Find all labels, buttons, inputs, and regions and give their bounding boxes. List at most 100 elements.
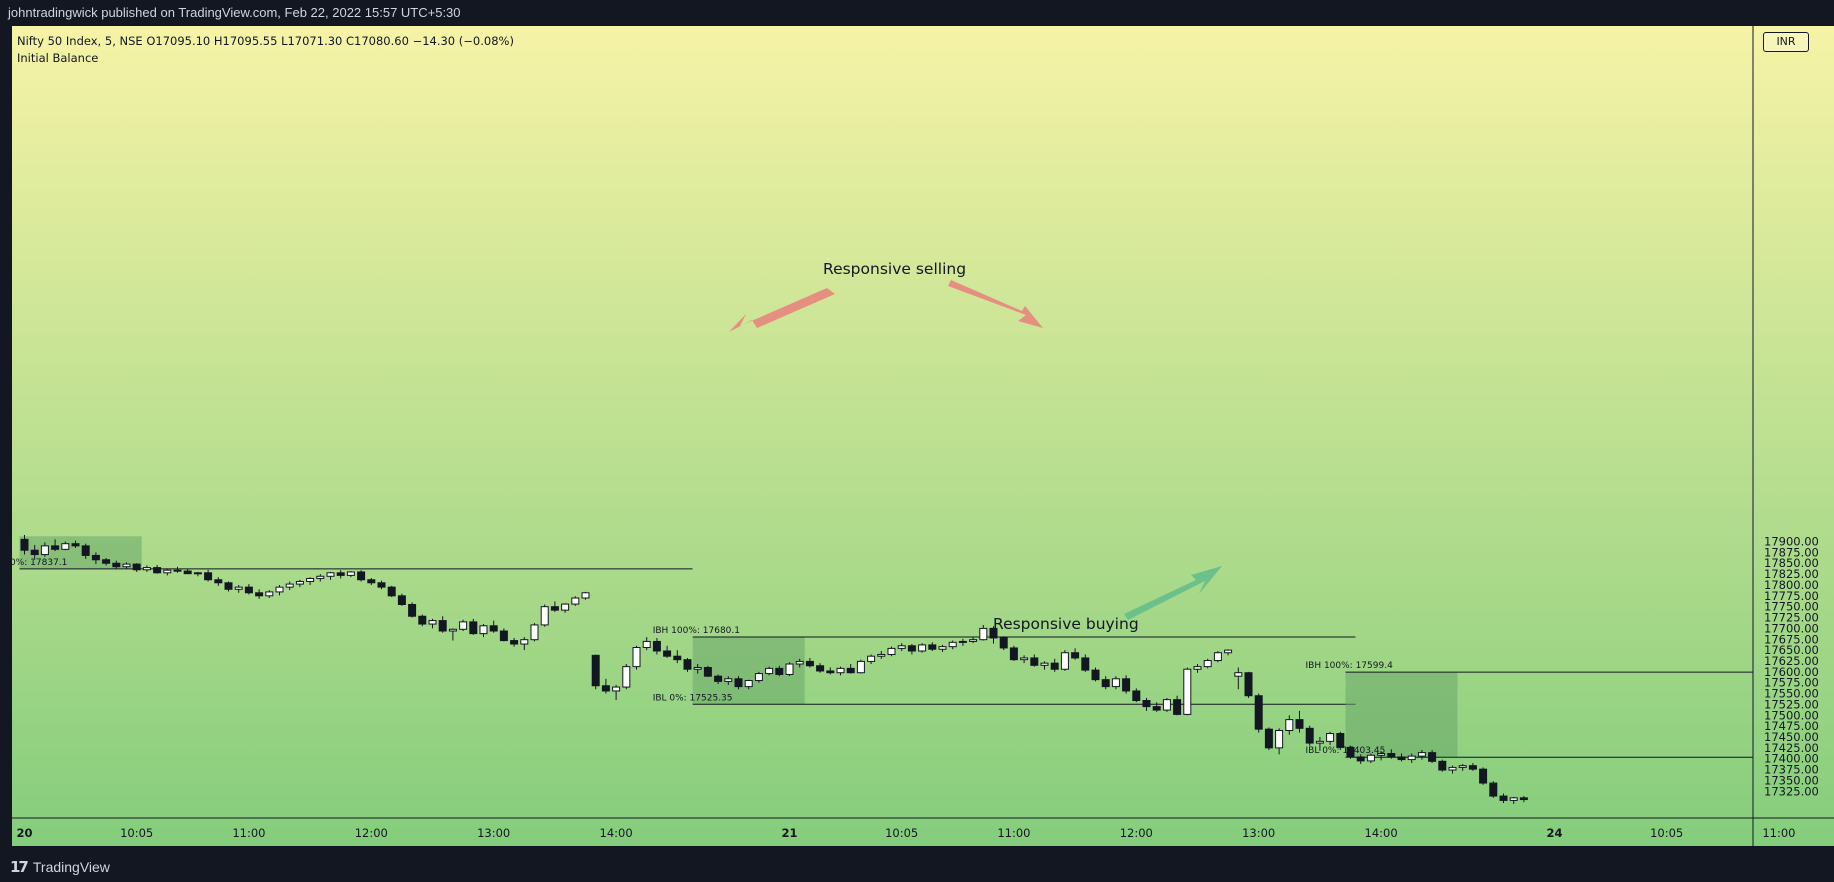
price-tick-label: 17600.00 (1764, 665, 1819, 679)
candle (856, 659, 865, 674)
candle-body (336, 572, 345, 576)
candle (1040, 661, 1049, 670)
candle-body (1438, 760, 1447, 771)
candle (520, 637, 529, 651)
candle (1264, 727, 1273, 751)
candle (1305, 725, 1314, 746)
candle-body (887, 647, 896, 655)
tradingview-logo[interactable]: 17 TradingView (10, 858, 110, 876)
price-tick-label: 17575.00 (1764, 676, 1819, 690)
candle (295, 579, 304, 588)
candle-body (1132, 690, 1141, 702)
candle-body (805, 660, 814, 667)
candle-body (285, 583, 294, 588)
candle-body (1030, 657, 1039, 666)
candle (234, 584, 243, 593)
candle (622, 664, 631, 690)
ibl-label-1: IBL 0%: 17525.35 (653, 693, 733, 703)
candle-body (1244, 672, 1253, 697)
candle (357, 570, 366, 582)
candle (20, 535, 29, 555)
candle-body (856, 660, 865, 674)
candle-body (1081, 657, 1090, 671)
price-tick-label: 17625.00 (1764, 654, 1819, 668)
candle (1468, 763, 1477, 771)
sell-arrow-left (729, 288, 835, 332)
candle-body (1499, 795, 1508, 801)
candle (1315, 737, 1324, 751)
indicator-legend[interactable]: Initial Balance (17, 51, 99, 65)
candle (724, 676, 733, 685)
candle-body (51, 545, 60, 550)
currency-badge[interactable]: INR (1763, 32, 1809, 52)
candle (40, 542, 49, 557)
time-tick-label: 14:00 (1365, 826, 1398, 840)
candle-body (744, 680, 753, 688)
candle (530, 623, 539, 642)
candle (1479, 767, 1488, 785)
candle (673, 650, 682, 664)
time-tick-label: 11:00 (997, 826, 1030, 840)
candle (887, 646, 896, 657)
time-tick-label: 12:00 (1120, 826, 1153, 840)
candle (1244, 671, 1253, 698)
candle-body (71, 543, 80, 547)
candle-body (1111, 678, 1120, 688)
candle (1081, 654, 1090, 672)
time-axis[interactable]: 20 10:05 11:00 12:00 13:00 14:00 21 10:05 11:00 1… (16, 826, 1834, 840)
candle-body (703, 666, 712, 677)
candle-body (1071, 652, 1080, 659)
candle (816, 663, 825, 673)
candle-body (479, 625, 488, 635)
annotations-layer: Responsive selling Responsive buying (729, 260, 1222, 633)
candle (1275, 728, 1284, 755)
price-axis[interactable]: 17325.0017350.0017375.0017400.0017425.00… (1764, 535, 1819, 799)
candle (591, 654, 600, 690)
candle-body (357, 571, 366, 581)
candle-body (173, 569, 182, 572)
candle (948, 640, 957, 650)
ib-box-0 (19, 536, 142, 569)
candle-body (1234, 672, 1243, 677)
candle (285, 581, 294, 591)
candle (1387, 749, 1396, 759)
candle (367, 578, 376, 585)
candle-body (1448, 766, 1457, 771)
price-tick-label: 17800.00 (1764, 578, 1819, 592)
candle (652, 637, 661, 655)
candle (377, 580, 386, 590)
candle-body (785, 663, 794, 675)
candle (1020, 655, 1029, 664)
candle-body (1050, 662, 1059, 670)
candle (765, 666, 774, 676)
buy-arrow (1124, 566, 1222, 620)
candles-layer (20, 535, 1528, 804)
price-tick-label: 17450.00 (1764, 730, 1819, 744)
candle-body (1305, 727, 1314, 744)
candle (418, 614, 427, 627)
candle (805, 657, 814, 668)
candle (846, 664, 855, 674)
price-tick-label: 17875.00 (1764, 545, 1819, 559)
candle-body (938, 646, 947, 650)
candle (744, 679, 753, 690)
candle (81, 543, 90, 559)
candle-body (1468, 765, 1477, 770)
candle-body (214, 579, 223, 584)
responsive-buying-label: Responsive buying (993, 615, 1139, 633)
candle-body (642, 640, 651, 649)
candle (1499, 793, 1508, 804)
candle-body (438, 620, 447, 632)
candle-body (652, 640, 661, 652)
candle (1519, 796, 1528, 803)
ibh-label-2: IBH 100%: 17599.4 (1306, 661, 1394, 671)
symbol-legend[interactable]: Nifty 50 Index, 5, NSE O17095.10 H17095.… (17, 34, 514, 48)
candle (428, 618, 437, 629)
candle (795, 658, 804, 668)
candle-body (204, 572, 213, 581)
candle (1203, 658, 1212, 669)
candle-body (20, 538, 29, 551)
candle (336, 570, 345, 579)
candle (601, 678, 610, 694)
